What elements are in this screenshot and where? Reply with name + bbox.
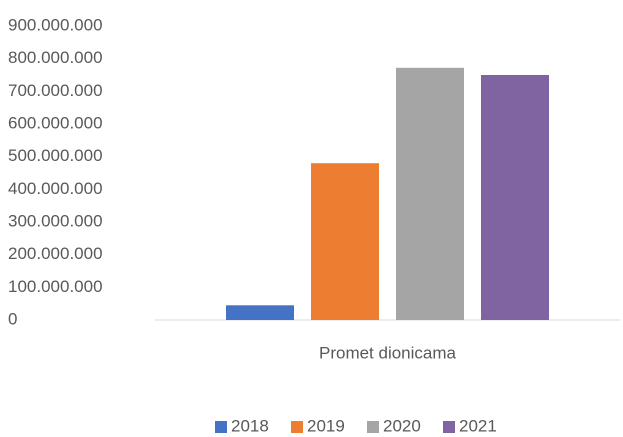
bar: [226, 305, 294, 320]
y-tick-label: 500.000.000: [8, 146, 103, 165]
legend-swatch: [215, 421, 227, 433]
x-tick-label: Promet dionicama: [319, 343, 457, 362]
y-tick-label: 0: [8, 309, 17, 328]
legend-swatch: [443, 421, 455, 433]
y-tick-label: 200.000.000: [8, 244, 103, 263]
legend-label: 2021: [459, 416, 497, 435]
legend-label: 2019: [307, 416, 345, 435]
y-tick-label: 900.000.000: [8, 15, 103, 34]
legend-swatch: [367, 421, 379, 433]
bar: [396, 67, 464, 321]
bar: [311, 163, 379, 320]
legend-label: 2018: [231, 416, 269, 435]
y-tick-label: 100.000.000: [8, 277, 103, 296]
legend-swatch: [291, 421, 303, 433]
y-tick-label: 400.000.000: [8, 179, 103, 198]
y-tick-label: 800.000.000: [8, 48, 103, 67]
bar: [481, 75, 549, 320]
legend-label: 2020: [383, 416, 421, 435]
y-tick-label: 700.000.000: [8, 81, 103, 100]
y-tick-label: 600.000.000: [8, 113, 103, 132]
y-tick-label: 300.000.000: [8, 211, 103, 230]
